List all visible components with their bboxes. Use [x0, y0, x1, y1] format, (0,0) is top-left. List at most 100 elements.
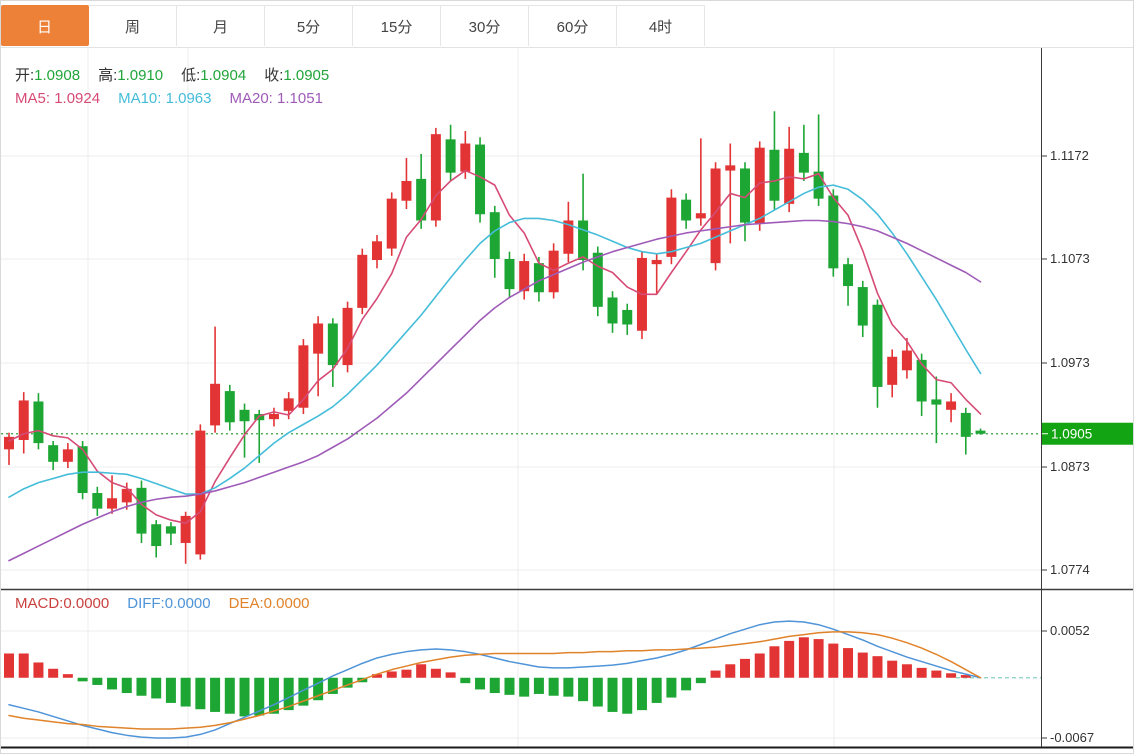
macd-bar — [18, 653, 29, 678]
price-axis-label: 1.0973 — [1050, 355, 1090, 370]
dea-value: DEA:0.0000 — [228, 595, 310, 612]
macd-bar — [136, 677, 147, 696]
candle-body — [386, 198, 397, 249]
macd-bar — [578, 677, 589, 702]
ma-legend: MA5: 1.0924 MA10: 1.0963 MA20: 1.1051 — [15, 90, 341, 107]
candle-body — [828, 195, 839, 269]
tab-5min[interactable]: 5分 — [265, 5, 353, 46]
macd-bar — [313, 677, 324, 701]
candle-body — [460, 143, 471, 172]
macd-bar — [504, 677, 515, 695]
candle-body — [180, 515, 191, 543]
candle-body — [504, 258, 515, 290]
candle-body — [740, 168, 750, 223]
macd-bar — [489, 677, 500, 694]
candle-body — [666, 197, 677, 257]
candle-body — [519, 261, 530, 292]
candle-body — [107, 498, 118, 509]
macd-bar — [651, 677, 662, 703]
candle-body — [533, 263, 544, 293]
macd-bar — [725, 664, 736, 678]
candle-body — [165, 526, 176, 534]
macd-bar — [901, 664, 912, 678]
close-value: 收:1.0905 — [264, 67, 330, 84]
macd-bar — [33, 662, 44, 678]
candle-body — [887, 356, 898, 385]
candle-body — [975, 430, 986, 434]
macd-bar — [298, 677, 309, 706]
candle-body — [813, 171, 824, 199]
macd-bar — [548, 677, 559, 696]
diff-value: DIFF:0.0000 — [127, 595, 211, 612]
candle-body — [151, 524, 162, 547]
candle-body — [475, 144, 486, 215]
macd-bar — [607, 677, 618, 712]
candle-body — [857, 287, 868, 326]
candle-body — [313, 323, 324, 354]
ma10-value: MA10: 1.0963 — [118, 90, 212, 107]
macd-bar — [165, 677, 176, 703]
macd-bar — [92, 677, 103, 685]
macd-bar — [710, 670, 721, 678]
high-value: 高:1.0910 — [98, 67, 164, 84]
candle-body — [725, 165, 736, 171]
tab-15min[interactable]: 15分 — [353, 5, 441, 46]
price-axis-label: 1.1073 — [1050, 251, 1090, 266]
macd-bar — [48, 668, 59, 678]
macd-bar — [180, 677, 191, 707]
candle-body — [445, 139, 456, 173]
candles-layer — [4, 111, 986, 564]
candle-body — [4, 436, 14, 450]
candle-body — [843, 264, 854, 287]
ma5-line — [8, 169, 982, 524]
open-value: 开:1.0908 — [15, 67, 81, 84]
candle-body — [416, 178, 427, 221]
tab-month[interactable]: 月 — [177, 5, 265, 46]
candle-body — [710, 168, 721, 264]
tab-60min[interactable]: 60分 — [529, 5, 617, 46]
macd-bar — [740, 658, 750, 678]
candle-body — [769, 149, 780, 201]
candle-body — [901, 350, 912, 371]
tab-4hour[interactable]: 4时 — [617, 5, 705, 46]
macd-bar — [681, 677, 692, 691]
macd-bar — [754, 653, 765, 678]
macd-bar — [519, 677, 530, 697]
candle-body — [298, 345, 309, 408]
price-axis-label: 1.1172 — [1050, 148, 1089, 163]
candle-body — [872, 304, 883, 387]
macd-bar — [210, 677, 221, 712]
candle-body — [798, 152, 809, 173]
macd-bar — [416, 664, 427, 678]
candle-body — [931, 399, 942, 405]
tab-day[interactable]: 日 — [1, 5, 89, 46]
candle-body — [48, 445, 59, 462]
macd-bar — [695, 677, 706, 684]
macd-bar — [121, 677, 132, 694]
ma20-value: MA20: 1.1051 — [229, 90, 323, 107]
macd-bar — [239, 677, 250, 717]
macd-bar — [430, 668, 441, 678]
candle-body — [430, 134, 441, 221]
macd-bar — [445, 672, 456, 678]
diff-line — [8, 620, 982, 739]
candle-body — [268, 413, 279, 420]
macd-bar — [946, 673, 957, 678]
macd-bar — [533, 677, 544, 694]
candle-body — [946, 401, 957, 410]
macd-bar — [4, 653, 14, 678]
macd-bar — [622, 677, 633, 714]
current-price-badge — [1042, 422, 1133, 445]
tab-30min[interactable]: 30分 — [441, 5, 529, 46]
macd-bar — [769, 646, 780, 678]
candle-body — [62, 449, 73, 462]
ma5-value: MA5: 1.0924 — [15, 90, 101, 107]
macd-value: MACD:0.0000 — [15, 595, 110, 612]
candle-body — [578, 220, 589, 261]
candle-body — [489, 212, 500, 259]
tab-week[interactable]: 周 — [89, 5, 177, 46]
macd-bar — [843, 648, 854, 678]
macd-bar — [107, 677, 118, 690]
